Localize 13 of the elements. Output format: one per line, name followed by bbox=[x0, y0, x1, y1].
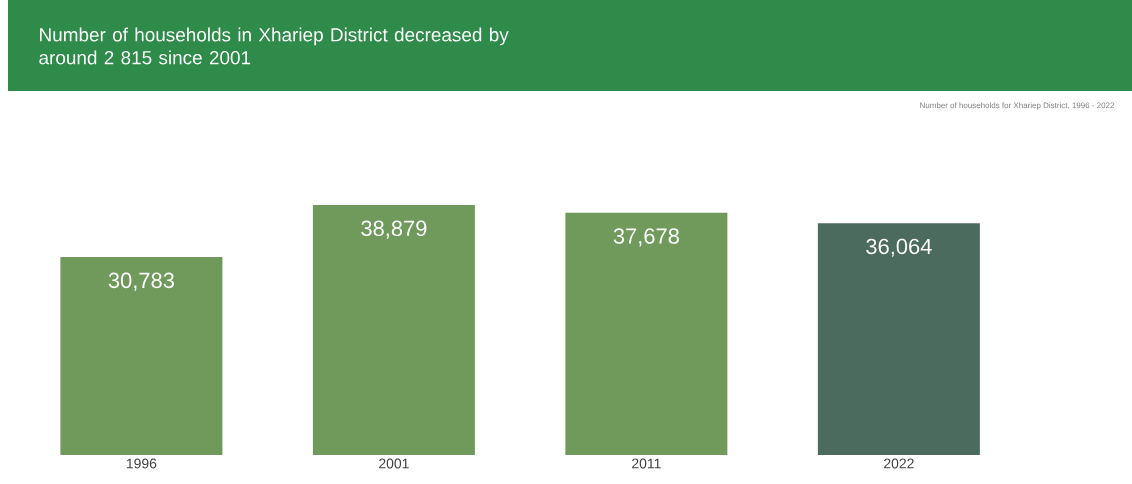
x-tick-label: 2022 bbox=[884, 458, 914, 469]
x-tick-label: 2011 bbox=[632, 458, 661, 469]
chart-title: Number of households in Xhariep District decreased by around 2 815 since 2001 bbox=[39, 27, 509, 65]
bar bbox=[817, 223, 980, 456]
data-label: 36,064 bbox=[866, 238, 932, 257]
x-tick-label: 1996 bbox=[126, 458, 157, 469]
data-label: 38,879 bbox=[361, 220, 427, 239]
data-label: 37,678 bbox=[613, 228, 679, 247]
bar bbox=[312, 205, 475, 456]
bar bbox=[60, 257, 223, 456]
x-tick-label: 2001 bbox=[379, 458, 409, 469]
bar bbox=[565, 212, 728, 456]
data-label: 30,783 bbox=[108, 272, 174, 291]
